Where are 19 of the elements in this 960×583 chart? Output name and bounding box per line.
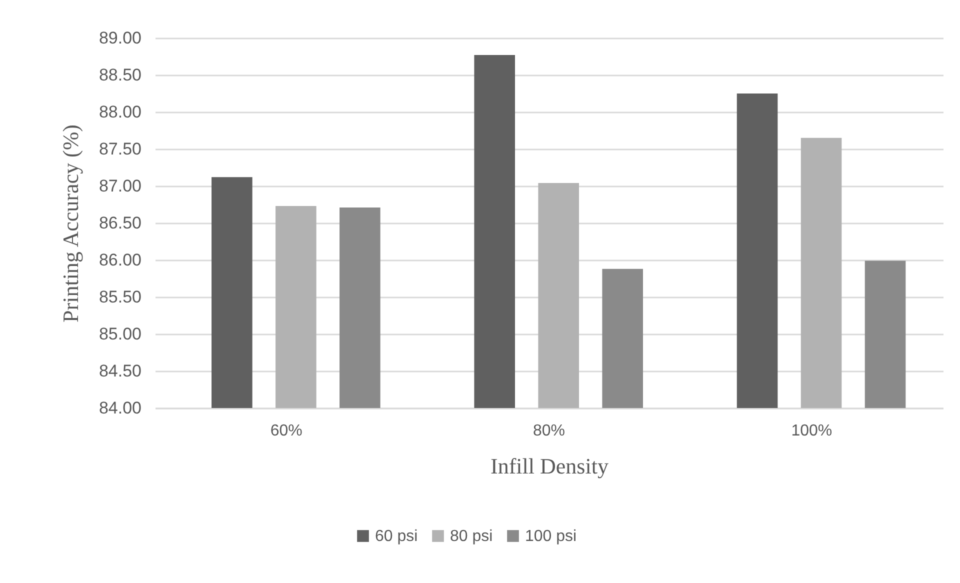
- y-tick-label: 88.50: [98, 66, 142, 84]
- y-tick-label: 84.50: [98, 362, 142, 380]
- legend-label: 80 psi: [450, 528, 493, 545]
- y-axis-title: Printing Accuracy (%): [58, 124, 83, 322]
- y-tick-label: 84.00: [98, 398, 142, 418]
- x-axis-title: Infill Density: [490, 454, 608, 478]
- y-tick-label: 85.00: [98, 324, 142, 344]
- y-tick-label: 87.50: [98, 140, 142, 158]
- legend-label: 100 psi: [525, 528, 577, 545]
- y-tick-label: 85.50: [98, 288, 142, 306]
- y-tick-label: 89.00: [98, 28, 142, 48]
- y-tick-label: 86.00: [98, 250, 142, 270]
- x-tick-label: 60%: [270, 422, 302, 440]
- y-tick-label: 87.00: [98, 176, 142, 196]
- x-tick-label: 80%: [532, 422, 566, 440]
- y-tick-label: 86.50: [98, 214, 142, 232]
- x-tick-label: 100%: [791, 422, 832, 440]
- y-tick-label: 88.00: [98, 102, 142, 122]
- legend-label: 60 psi: [375, 528, 418, 545]
